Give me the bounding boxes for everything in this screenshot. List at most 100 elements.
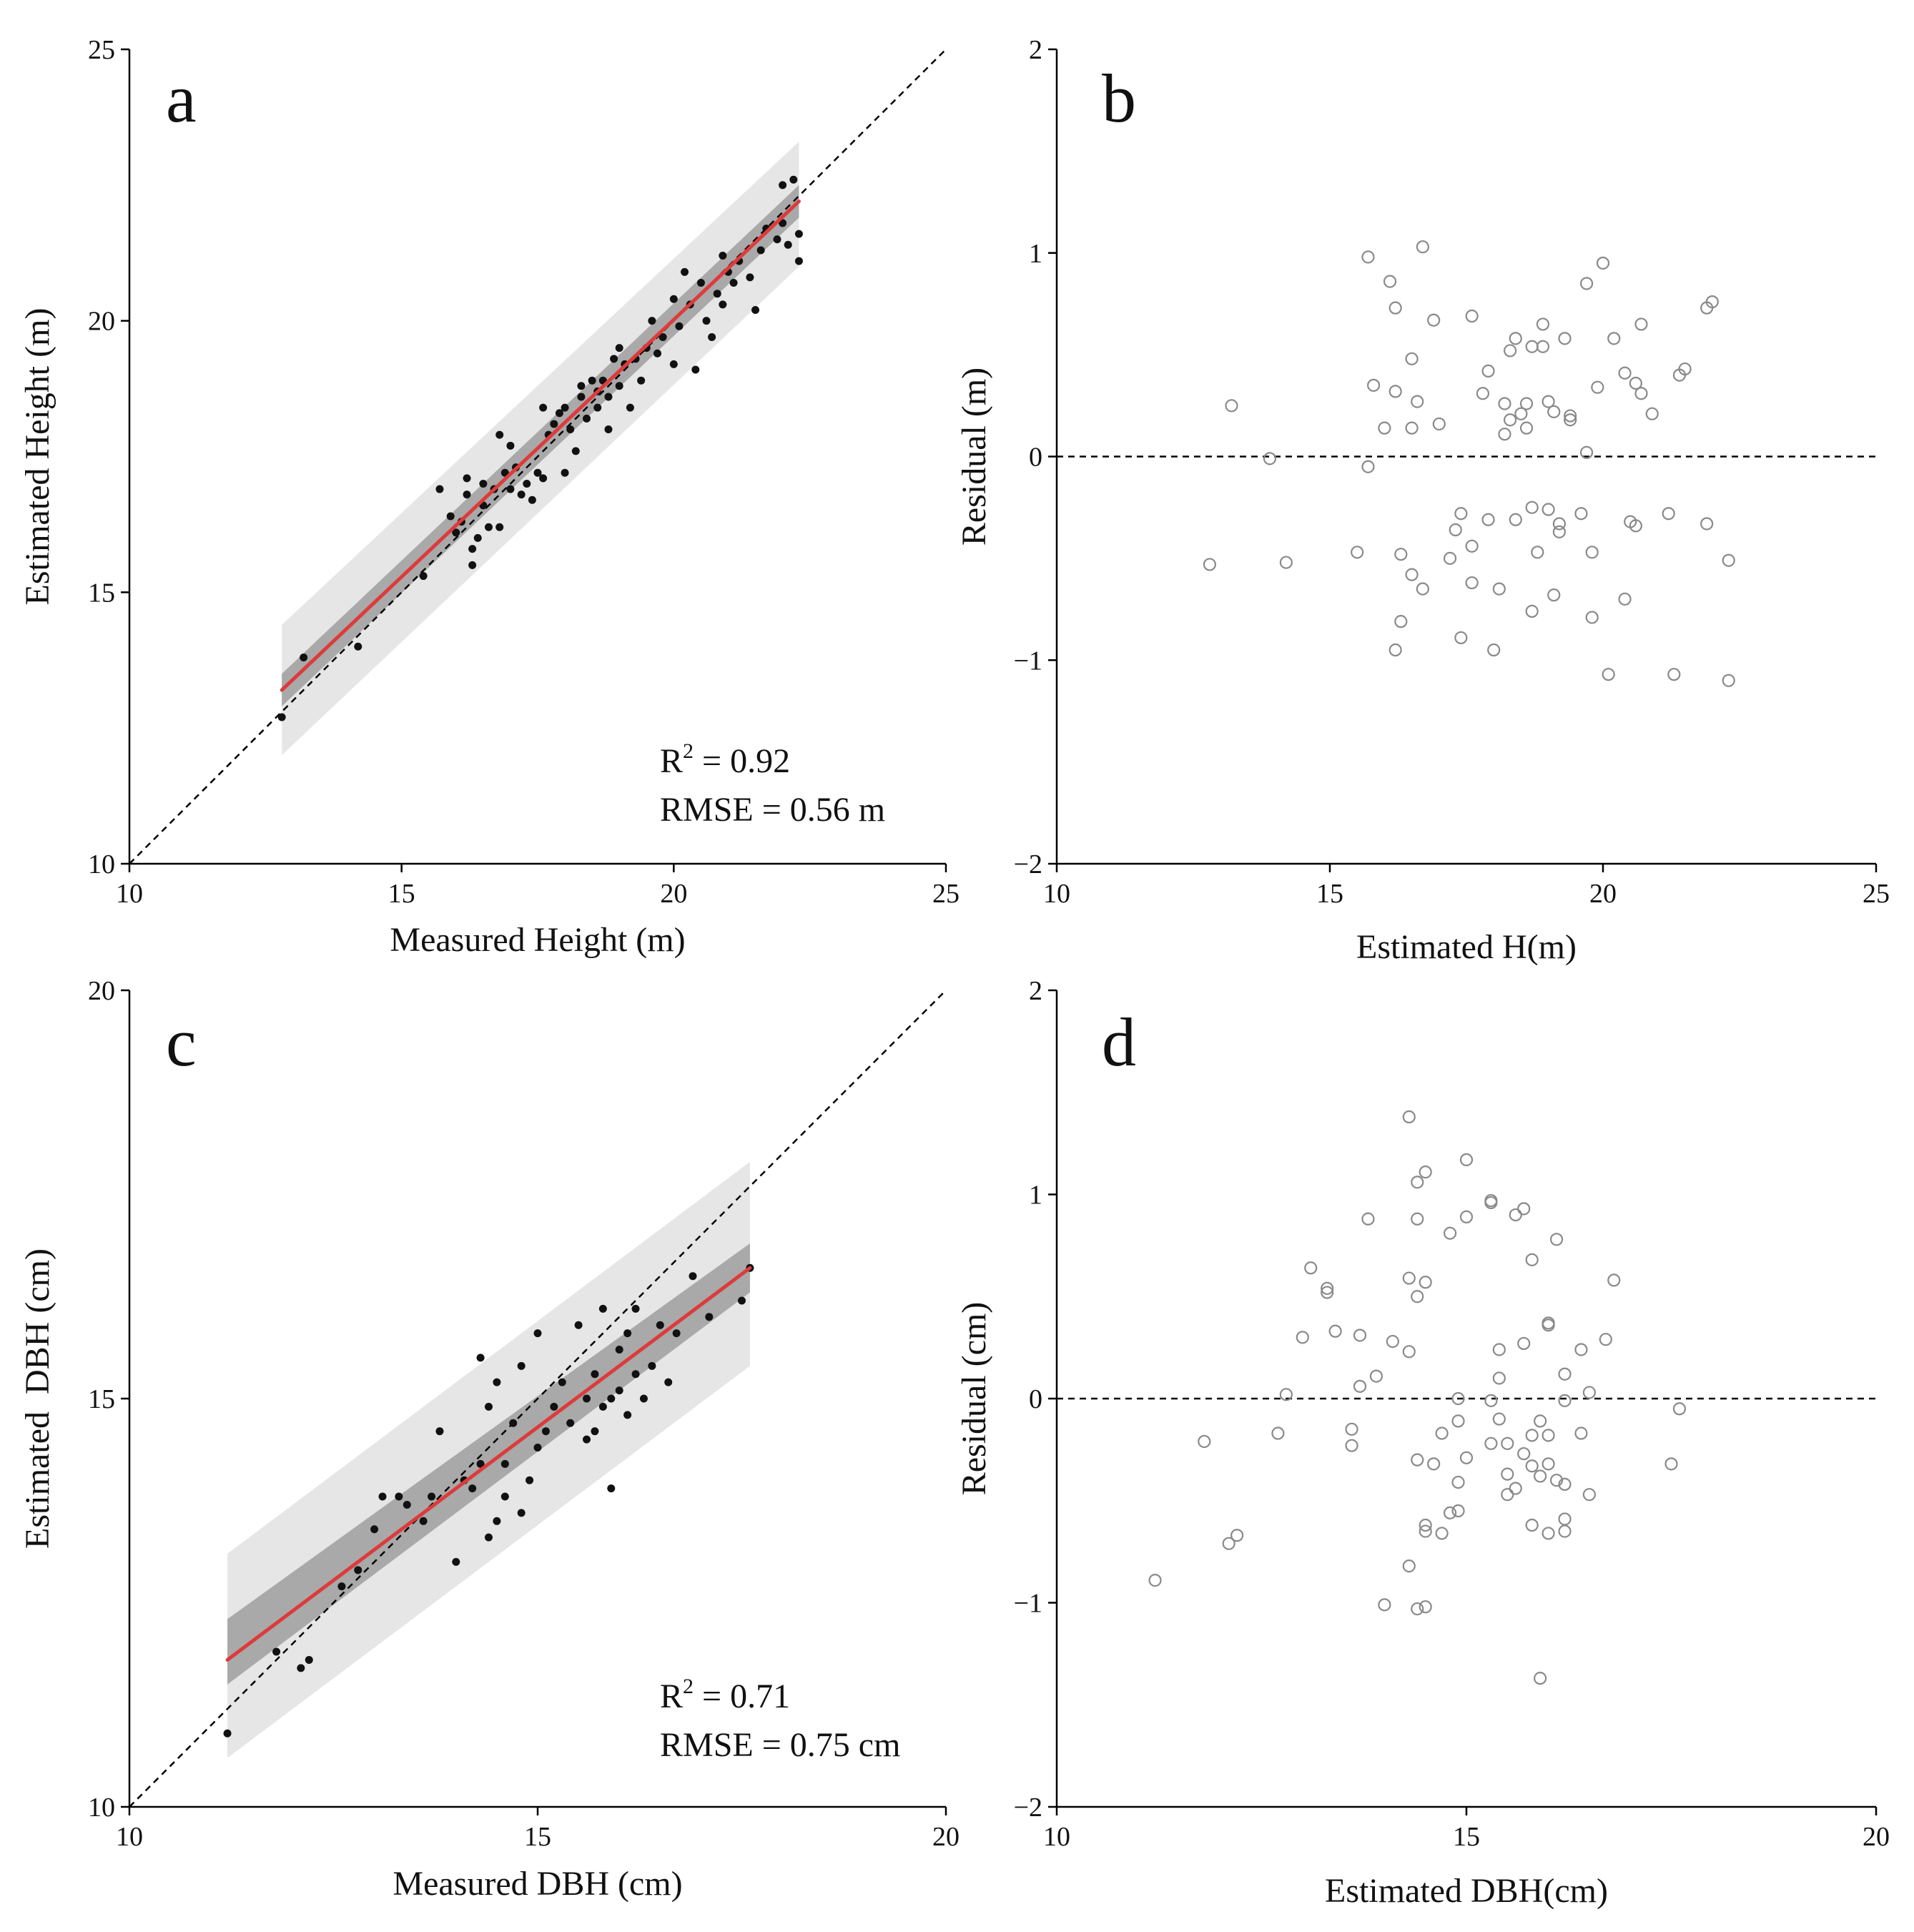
residual-point (1427, 1457, 1441, 1471)
data-point (738, 1296, 746, 1305)
x-tick-label: 25 (1863, 879, 1890, 909)
data-point (648, 317, 656, 325)
residual-point (1443, 551, 1457, 565)
y-tick-label: 1 (1029, 1181, 1042, 1211)
r-superscript: 2 (683, 1675, 694, 1698)
residual-point (1514, 407, 1528, 420)
data-point (566, 1419, 575, 1427)
y-axis-title: Estimated DBH (cm) (19, 1248, 56, 1549)
data-point (615, 344, 623, 353)
data-point (506, 485, 515, 493)
y-tick-label: −2 (1014, 1793, 1042, 1823)
residual-point (1509, 1482, 1522, 1495)
residual-point (1607, 332, 1621, 345)
residual-point (1582, 1386, 1596, 1399)
residual-point (1222, 1537, 1235, 1550)
residual-point (1618, 592, 1632, 606)
residual-point (1492, 582, 1506, 596)
data-point (672, 1329, 681, 1338)
residual-point (1552, 525, 1566, 538)
residual-point (1564, 409, 1577, 423)
data-point (484, 1402, 493, 1411)
data-point (719, 252, 727, 260)
residual-point (1536, 340, 1550, 353)
data-point (794, 230, 803, 238)
x-tick-label: 20 (660, 879, 687, 909)
y-tick-label: 15 (88, 578, 115, 608)
x-tick-label: 15 (1453, 1822, 1480, 1852)
plot-area (1057, 240, 1876, 687)
residual-point (1509, 513, 1522, 526)
data-point (305, 1655, 313, 1664)
data-point (484, 523, 493, 531)
data-point (623, 1329, 632, 1338)
data-point (631, 1370, 640, 1379)
data-point (435, 485, 444, 493)
residual-point (1602, 668, 1615, 681)
data-point (615, 1345, 623, 1354)
data-point (598, 1304, 607, 1313)
residual-point (1416, 582, 1429, 596)
data-point (468, 561, 477, 569)
data-point (533, 468, 542, 477)
fit-line (280, 199, 801, 692)
data-point (675, 322, 684, 330)
y-axis-title: Estimated Height (m) (19, 308, 56, 606)
residual-point (1558, 1394, 1572, 1407)
data-point (779, 181, 787, 189)
residual-point (1459, 1153, 1474, 1167)
residual-point (1378, 1598, 1391, 1612)
residual-point (1263, 452, 1277, 465)
data-point (746, 273, 754, 282)
residual-point (1517, 1336, 1531, 1351)
data-point (653, 349, 661, 358)
residual-point (1498, 428, 1511, 441)
r-squared-value: = 0.92 (694, 742, 790, 780)
residual-point (1443, 1226, 1457, 1240)
residual-point (1509, 332, 1522, 345)
panel-label: d (1102, 1004, 1136, 1080)
data-point (561, 403, 569, 412)
residual-point (1525, 1518, 1539, 1532)
data-point (648, 1361, 656, 1370)
data-point (533, 1444, 542, 1452)
residual-point (1271, 1426, 1285, 1440)
data-point (354, 642, 362, 651)
data-point (607, 1484, 616, 1493)
data-point (493, 1378, 501, 1386)
residual-point (1582, 1488, 1596, 1502)
y-axis-title: Residual (m) (955, 368, 993, 546)
residual-point (1519, 397, 1534, 410)
residual-point (1579, 445, 1594, 459)
data-point (577, 393, 586, 401)
data-point (354, 1566, 362, 1574)
r-superscript: 2 (683, 739, 694, 763)
x-tick-label: 20 (1589, 879, 1617, 909)
y-tick-label: 10 (88, 849, 115, 879)
residual-point (1534, 1469, 1547, 1483)
x-tick-label: 20 (1863, 1822, 1890, 1852)
y-tick-label: 0 (1029, 443, 1042, 473)
data-point (669, 360, 678, 368)
data-point (517, 1509, 526, 1517)
residual-point (1705, 295, 1719, 309)
data-point (561, 468, 569, 477)
residual-point (1484, 1193, 1498, 1208)
data-point (664, 1378, 673, 1386)
r-squared-text: R2 = 0.71 (660, 1675, 790, 1715)
data-point (626, 403, 634, 412)
residual-point (1459, 1451, 1474, 1464)
residual-point (1443, 1506, 1457, 1519)
residual-point (1547, 405, 1561, 418)
residual-point (1304, 1261, 1318, 1275)
data-point (473, 533, 482, 542)
data-point (623, 1411, 632, 1419)
residual-point (1405, 568, 1419, 581)
residual-point (1629, 376, 1642, 390)
residual-point (1525, 1253, 1539, 1266)
residual-point (1419, 1600, 1432, 1614)
data-point (428, 1492, 436, 1501)
residual-point (1367, 378, 1381, 392)
residual-point (1634, 317, 1648, 331)
